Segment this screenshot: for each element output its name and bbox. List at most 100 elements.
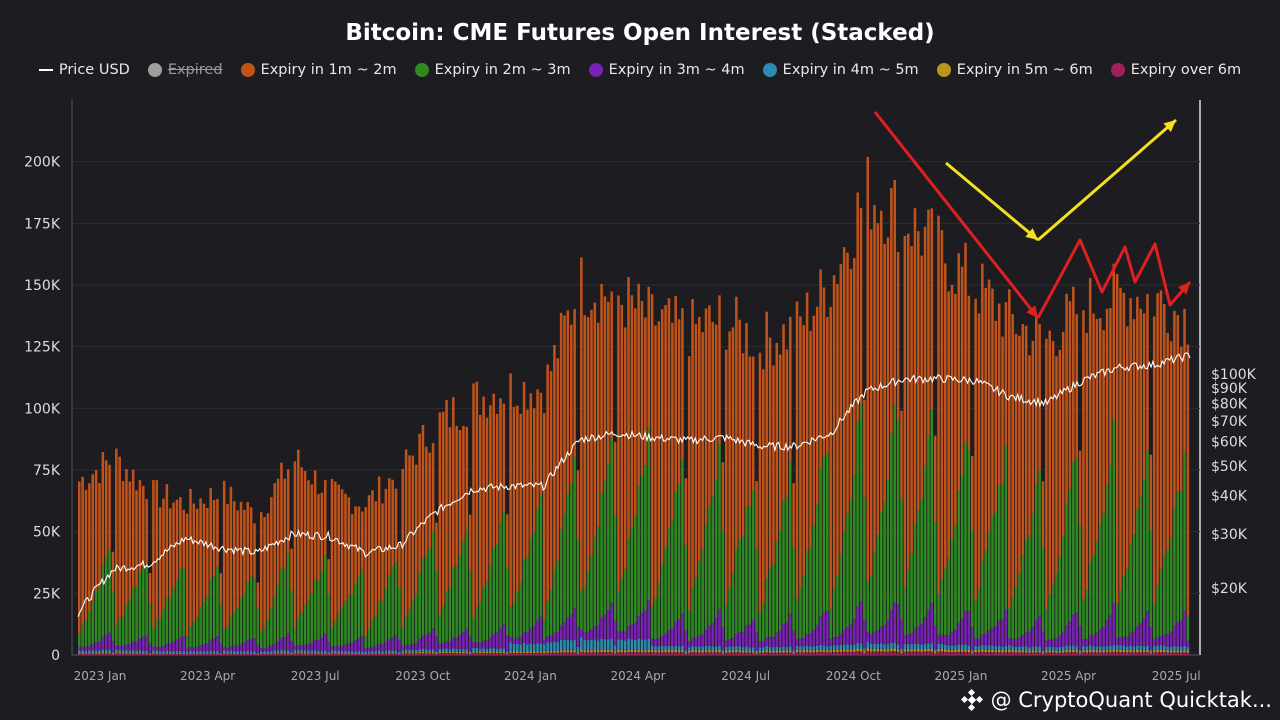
oi-bar-segment	[377, 644, 381, 651]
oi-bar-segment	[371, 646, 374, 651]
oi-bar-segment	[708, 506, 711, 626]
oi-bar-segment	[84, 652, 88, 654]
oi-bar-segment	[960, 266, 964, 476]
oi-bar-segment	[522, 651, 526, 653]
oi-bar-segment	[168, 598, 172, 644]
oi-bar-segment	[745, 323, 748, 508]
oi-bar-segment	[607, 652, 610, 655]
legend-item[interactable]: Expiry in 3m ~ 4m	[588, 62, 745, 78]
oi-bar-segment	[627, 538, 630, 626]
oi-bar-segment	[1146, 649, 1149, 653]
oi-bar-segment	[724, 349, 728, 605]
legend-item[interactable]: Expiry in 1m ~ 2m	[240, 62, 397, 78]
oi-bar-segment	[276, 653, 280, 655]
oi-bar-segment	[617, 295, 620, 592]
oi-bar-segment	[610, 291, 613, 439]
yellow-arrow-dip-head	[1025, 228, 1038, 240]
oi-bar-segment	[711, 650, 715, 653]
oi-bar-segment	[121, 653, 125, 655]
oi-bar-segment	[229, 650, 233, 653]
oi-bar-segment	[1105, 620, 1109, 646]
oi-bar-segment	[826, 317, 829, 454]
price-line	[77, 352, 1191, 617]
oi-bar-segment	[711, 646, 715, 651]
oi-bar-segment	[728, 587, 731, 639]
oi-bar-segment	[1179, 490, 1183, 621]
legend-item[interactable]: Expiry in 4m ~ 5m	[762, 62, 919, 78]
oi-bar-segment	[930, 651, 934, 655]
oi-bar-segment	[367, 627, 371, 648]
oi-bar-segment	[549, 635, 553, 643]
oi-bar-segment	[758, 650, 762, 653]
oi-bar-segment	[256, 582, 260, 609]
oi-bar-segment	[826, 453, 829, 611]
legend-item[interactable]: Expired	[147, 62, 223, 78]
oi-bar-segment	[795, 652, 799, 655]
oi-bar-segment	[502, 403, 506, 513]
oi-bar-segment	[1051, 646, 1055, 651]
oi-bar-segment	[270, 652, 273, 654]
oi-bar-segment	[829, 609, 832, 639]
oi-bar-segment	[1041, 481, 1045, 549]
oi-bar-segment	[475, 606, 479, 643]
oi-bar-segment	[1004, 652, 1008, 655]
oi-bar-segment	[667, 528, 671, 631]
oi-bar-segment	[1024, 325, 1028, 540]
oi-bar-segment	[111, 591, 115, 642]
legend-item[interactable]: Expiry in 5m ~ 6m	[936, 62, 1093, 78]
oi-bar-segment	[724, 640, 728, 648]
oi-bar-segment	[179, 569, 182, 637]
oi-bar-segment	[762, 652, 765, 655]
oi-bar-segment	[701, 549, 704, 635]
oi-bar-segment	[475, 652, 479, 655]
legend-item[interactable]: Expiry over 6m	[1110, 62, 1241, 78]
oi-bar-segment	[1179, 650, 1183, 653]
legend-item[interactable]: Expiry in 2m ~ 3m	[414, 62, 571, 78]
oi-bar-segment	[273, 643, 276, 651]
oi-bar-segment	[404, 645, 408, 650]
oi-bar-segment	[623, 631, 627, 641]
oi-bar-segment	[199, 498, 202, 608]
oi-bar-segment	[307, 480, 310, 601]
legend-item[interactable]: Price USD	[38, 62, 130, 78]
oi-bar-segment	[896, 420, 900, 605]
oi-bar-segment	[677, 652, 681, 655]
oi-bar-segment	[634, 622, 637, 640]
oi-bar-segment	[1088, 278, 1092, 563]
oi-bar-segment	[1011, 638, 1014, 647]
oi-bar-segment	[718, 649, 721, 653]
oi-bar-segment	[98, 641, 101, 651]
oi-bar-segment	[829, 638, 832, 646]
oi-bar-segment	[192, 651, 196, 653]
oi-bar-segment	[738, 652, 741, 655]
oi-bar-segment	[873, 643, 876, 649]
oi-bar-segment	[448, 427, 452, 589]
oi-bar-segment	[556, 652, 560, 655]
oi-bar-segment	[327, 654, 330, 655]
oi-bar-segment	[1021, 650, 1025, 653]
oi-bar-segment	[1129, 650, 1132, 653]
oi-bar-segment	[273, 652, 276, 654]
oi-bar-segment	[499, 398, 502, 524]
oi-bar-segment	[135, 641, 138, 651]
oi-bar-segment	[1028, 647, 1031, 651]
oi-bar-segment	[398, 639, 401, 653]
oi-bar-segment	[1102, 330, 1105, 513]
oi-bar-segment	[815, 652, 819, 655]
oi-bar-segment	[546, 650, 549, 653]
oi-bar-segment	[553, 570, 556, 633]
oi-bar-segment	[438, 643, 442, 649]
oi-bar-segment	[654, 646, 657, 651]
oi-bar-segment	[539, 616, 543, 644]
oi-bar-segment	[809, 650, 812, 653]
oi-bar-segment	[266, 513, 270, 620]
oi-bar-segment	[438, 653, 442, 655]
oi-bar-segment	[846, 649, 849, 652]
oi-bar-segment	[724, 647, 728, 651]
oi-bar-segment	[596, 527, 600, 626]
x-tick-label: 2023 Jan	[74, 669, 127, 683]
oi-bar-segment	[991, 652, 994, 655]
oi-bar-segment	[310, 652, 314, 654]
oi-bar-segment	[388, 652, 391, 654]
oi-bar-segment	[1186, 652, 1190, 655]
